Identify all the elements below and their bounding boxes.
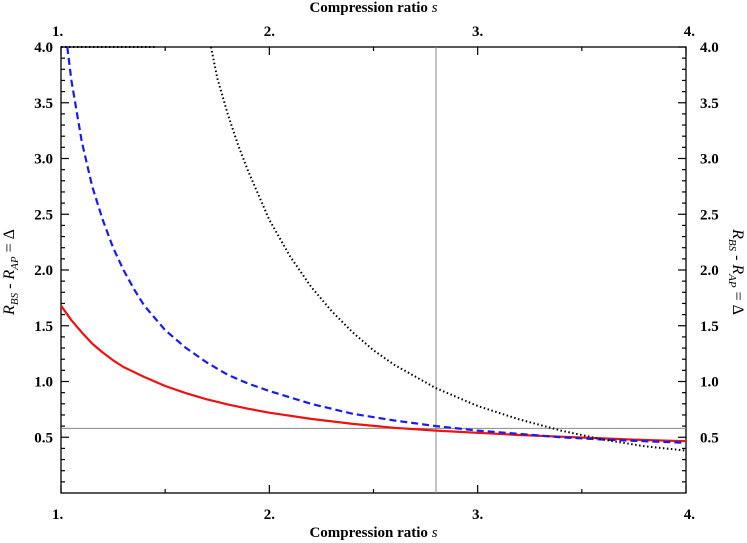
y-tick-label-right: 3.5: [700, 96, 719, 112]
x-tick-label-bottom: 4.: [684, 507, 696, 523]
y-tick-label-right: 2.5: [700, 207, 719, 223]
x-axis-title-bottom: Compression ratio s: [309, 525, 437, 541]
y-tick-label-left: 1.5: [34, 319, 53, 335]
y-tick-label-left: 2.5: [34, 207, 53, 223]
x-tick-label-bottom: 2.: [264, 507, 276, 523]
y-tick-label-right: 4.0: [700, 40, 719, 56]
axis-ticks: [60, 46, 687, 493]
x-tick-label-top: 1.: [52, 24, 64, 40]
y-tick-label-left: 2.0: [34, 263, 53, 279]
y-tick-label-right: 0.5: [700, 430, 719, 446]
y-tick-label-right: 2.0: [700, 263, 719, 279]
axis-tick-labels: 1. 1. 2. 2. 3. 3. 4. 4. 0.5 0.5 1.0 1.0 1.5 1.5 2.0 2.0…: [34, 24, 719, 523]
series-lines: [60, 46, 687, 452]
reference-lines: [61, 47, 686, 493]
series-dashed-line: [66, 46, 687, 444]
y-axis-title-left: RBS - RAP = Δ: [1, 229, 21, 316]
y-tick-label-right: 1.5: [700, 319, 719, 335]
x-tick-label-bottom: 1.: [52, 507, 64, 523]
x-tick-label-top: 3.: [472, 24, 484, 40]
series-dotted-line: [61, 46, 687, 452]
y-tick-label-right: 3.0: [700, 152, 719, 168]
x-tick-label-bottom: 3.: [472, 507, 484, 523]
y-tick-label-left: 0.5: [34, 430, 53, 446]
y-tick-label-left: 4.0: [34, 40, 53, 56]
y-tick-label-left: 3.5: [34, 96, 53, 112]
y-axis-title-right: RBS - RAP = Δ: [726, 228, 746, 315]
y-tick-label-left: 3.0: [34, 152, 53, 168]
x-tick-label-top: 2.: [264, 24, 276, 40]
x-tick-label-top: 4.: [684, 24, 696, 40]
y-tick-label-left: 1.0: [34, 375, 53, 391]
series-solid-line: [60, 305, 687, 443]
y-tick-label-right: 1.0: [700, 375, 719, 391]
x-axis-title-top: Compression ratio s: [309, 0, 437, 16]
